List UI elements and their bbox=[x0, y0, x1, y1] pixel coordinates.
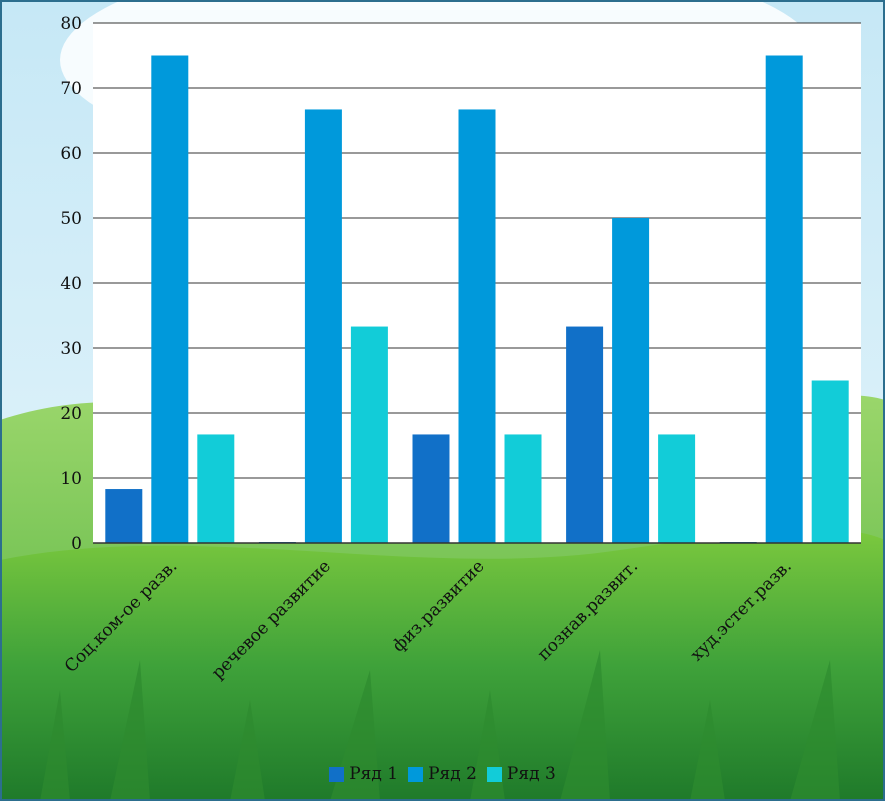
y-tick-label: 80 bbox=[60, 14, 82, 34]
y-tick-label: 0 bbox=[71, 534, 82, 554]
legend-label: Ряд 2 bbox=[428, 764, 477, 784]
legend-swatch bbox=[408, 766, 424, 782]
legend: Ряд 1 Ряд 2 Ряд 3 bbox=[0, 764, 885, 784]
x-category-label: познав.развит. bbox=[534, 556, 642, 664]
y-tick-label: 70 bbox=[60, 79, 82, 99]
bars bbox=[105, 55, 849, 543]
x-category-label: Соц.ком-ое разв. bbox=[61, 556, 181, 676]
x-category-label: худ.эстет.разв. bbox=[687, 556, 796, 665]
bar bbox=[304, 109, 342, 543]
y-tick-label: 40 bbox=[60, 274, 82, 294]
bar bbox=[350, 326, 388, 543]
bar bbox=[151, 55, 189, 543]
grass-field bbox=[0, 529, 885, 801]
y-tick-label: 60 bbox=[60, 144, 82, 164]
x-axis-labels: Соц.ком-ое разв. речевое развитие физ.разв… bbox=[61, 556, 796, 683]
legend-item: Ряд 3 bbox=[486, 764, 556, 784]
y-axis-labels: 0 10 20 30 40 50 60 70 80 bbox=[60, 14, 82, 554]
bar bbox=[197, 434, 235, 543]
legend-label: Ряд 1 bbox=[349, 764, 399, 784]
bar bbox=[412, 434, 450, 543]
bar bbox=[811, 380, 849, 543]
bar bbox=[765, 55, 803, 543]
y-tick-label: 20 bbox=[60, 404, 82, 424]
y-tick-label: 50 bbox=[60, 209, 82, 229]
legend-item: Ряд 2 bbox=[408, 764, 477, 784]
bar bbox=[658, 434, 696, 543]
x-category-label: речевое развитие bbox=[208, 556, 335, 683]
bar bbox=[566, 326, 604, 543]
legend-item: Ряд 1 bbox=[329, 764, 398, 784]
legend-label: Ряд 3 bbox=[506, 764, 556, 784]
y-tick-label: 30 bbox=[60, 339, 82, 359]
legend-swatch bbox=[329, 766, 345, 782]
y-tick-label: 10 bbox=[60, 469, 82, 489]
bar bbox=[105, 489, 143, 543]
bar bbox=[458, 109, 496, 543]
legend-swatch bbox=[486, 766, 502, 782]
x-category-label: физ.развитие bbox=[389, 556, 489, 656]
bar bbox=[504, 434, 542, 543]
bar bbox=[612, 218, 650, 543]
